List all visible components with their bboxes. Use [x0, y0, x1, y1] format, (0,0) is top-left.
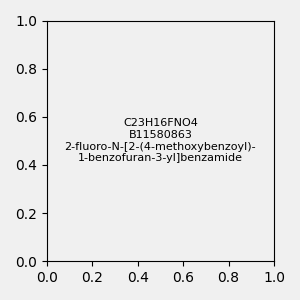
Text: C23H16FNO4
B11580863
2-fluoro-N-[2-(4-methoxybenzoyl)-
1-benzofuran-3-yl]benzami: C23H16FNO4 B11580863 2-fluoro-N-[2-(4-me…: [64, 118, 256, 163]
